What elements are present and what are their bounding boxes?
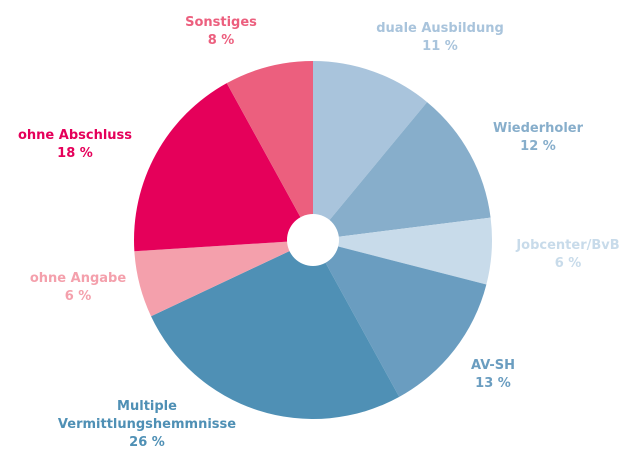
slice-label: Jobcenter/BvB 6 % [516,237,619,273]
category-name: Sonstiges [185,15,257,30]
pie-slice [313,240,487,397]
category-name: Jobcenter/BvB [516,238,620,253]
category-name: ohne Abschluss [17,128,133,143]
value-label: 13 % [475,376,511,391]
value-label: 18 % [57,146,93,161]
pie-slice [313,102,491,241]
slice-label: ohne Angabe 6 % [30,270,126,306]
center-hole [287,214,339,266]
value-label: 26 % [129,435,165,450]
pie-slice [226,61,313,240]
slice-label: duale Ausbildung 11 % [376,20,504,56]
pie-slice [134,83,313,252]
slice-label: AV-SH 13 % [471,357,515,393]
value-label: 6 % [64,289,92,304]
value-label: 8 % [207,33,235,48]
category-name: Multiple Vermittlungshemmnisse [57,399,237,432]
category-name: Wiederholer [492,121,584,136]
slice-label: Wiederholer 12 % [493,120,583,156]
category-name: ohne Angabe [29,271,127,286]
pie-slice [151,240,400,419]
slice-label: Multiple Vermittlungshemmnisse 26 % [47,398,247,452]
value-label: 11 % [422,39,458,54]
slice-label: Sonstiges 8 % [185,14,257,50]
value-label: 6 % [554,256,582,271]
pie-slice [313,61,428,240]
pie-slice [313,217,492,285]
value-label: 12 % [520,139,556,154]
category-name: duale Ausbildung [376,21,504,36]
category-name: AV-SH [471,358,515,373]
pie-slice [134,240,313,317]
slice-label: ohne Abschluss 18 % [18,127,132,163]
